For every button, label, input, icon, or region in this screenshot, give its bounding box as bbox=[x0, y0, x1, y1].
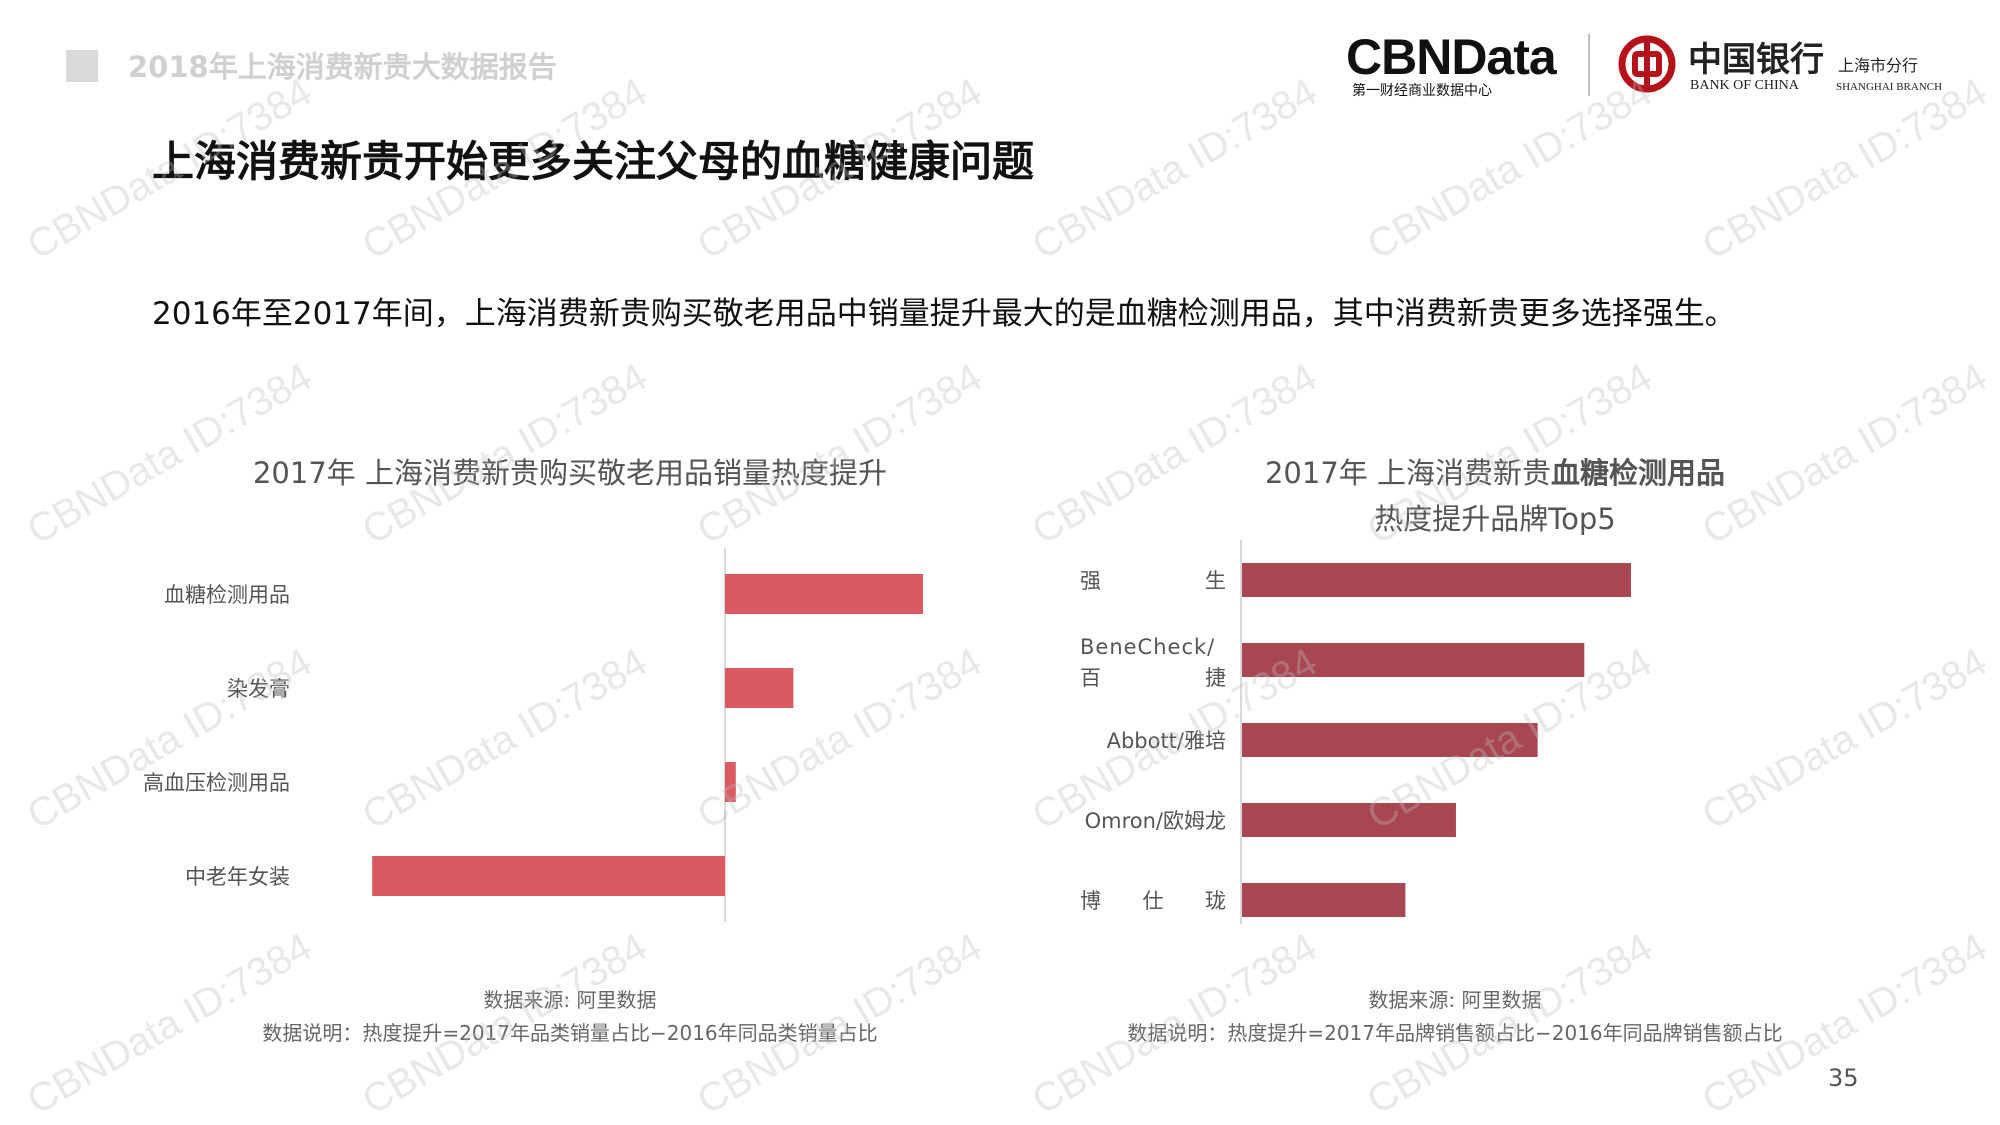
header-square bbox=[66, 50, 98, 82]
left-chart-title: 2017年 上海消费新贵购买敬老用品销量热度提升 bbox=[252, 456, 888, 490]
right-chart-title-plain: 2017年 上海消费新贵 bbox=[1264, 456, 1551, 490]
right-chart-category-label: 捷 bbox=[1205, 666, 1226, 690]
left-chart-bar bbox=[372, 856, 725, 896]
left-chart-category-label: 血糖检测用品 bbox=[164, 583, 290, 607]
bank-of-china-name-en: BANK OF CHINA bbox=[1690, 78, 1799, 93]
right-chart-bar bbox=[1242, 883, 1406, 917]
left-chart-bar bbox=[725, 762, 736, 802]
right-chart-source: 数据来源: 阿里数据 bbox=[1368, 988, 1542, 1012]
right-chart-category-label: Abbott/雅培 bbox=[1107, 729, 1226, 753]
right-chart-bar bbox=[1242, 723, 1538, 757]
cbndata-logo-subtitle: 第一财经商业数据中心 bbox=[1352, 83, 1492, 99]
bank-branch-name-cn: 上海市分行 bbox=[1838, 56, 1919, 75]
bank-branch-name-en: SHANGHAI BRANCH bbox=[1836, 81, 1943, 93]
right-chart-title: 2017年 上海消费新贵血糖检测用品 bbox=[1195, 450, 1795, 492]
right-chart-category-label: 博 bbox=[1080, 889, 1101, 913]
right-chart-category-label: 生 bbox=[1205, 569, 1226, 593]
bank-of-china-name-cn: 中国银行 bbox=[1688, 40, 1824, 80]
right-chart-bar bbox=[1242, 643, 1585, 677]
right-chart-category-label: 强 bbox=[1080, 569, 1101, 593]
page-title: 上海消费新贵开始更多关注父母的血糖健康问题 bbox=[152, 137, 1035, 186]
page-subtitle: 2016年至2017年间，上海消费新贵购买敬老用品中销量提升最大的是血糖检测用品… bbox=[152, 296, 1736, 332]
right-chart-bar bbox=[1242, 803, 1456, 837]
left-chart-category-label: 中老年女装 bbox=[185, 865, 290, 889]
bank-of-china-emblem-icon bbox=[1618, 35, 1676, 93]
right-chart-bar bbox=[1242, 563, 1631, 597]
right-chart-category-label: BeneCheck/ bbox=[1080, 635, 1215, 659]
right-chart-explanation: 数据说明：热度提升=2017年品牌销售额占比−2016年同品牌销售额占比 bbox=[1127, 1021, 1783, 1045]
right-chart-category-label: 仕 bbox=[1143, 889, 1164, 913]
left-chart-source: 数据来源: 阿里数据 bbox=[483, 988, 657, 1012]
right-chart-category-label: 珑 bbox=[1205, 889, 1226, 913]
cbndata-logo: CBNData bbox=[1346, 29, 1557, 85]
left-chart-explanation: 数据说明：热度提升=2017年品类销量占比−2016年同品类销量占比 bbox=[262, 1021, 878, 1045]
right-chart-category-label: 百 bbox=[1080, 666, 1101, 690]
logo-divider bbox=[1588, 34, 1590, 96]
left-chart-category-label: 染发膏 bbox=[227, 677, 290, 701]
left-chart-bar bbox=[725, 668, 794, 708]
page-number: 35 bbox=[1828, 1064, 1859, 1092]
report-title: 2018年上海消费新贵大数据报告 bbox=[128, 50, 557, 84]
left-chart-category-label: 高血压检测用品 bbox=[143, 771, 290, 795]
right-chart-title-line2: 热度提升品牌Top5 bbox=[1374, 502, 1616, 536]
right-chart-title-bold: 血糖检测用品 bbox=[1551, 456, 1726, 490]
right-chart-category-label: Omron/欧姆龙 bbox=[1085, 809, 1226, 833]
left-chart-bar bbox=[725, 574, 923, 614]
